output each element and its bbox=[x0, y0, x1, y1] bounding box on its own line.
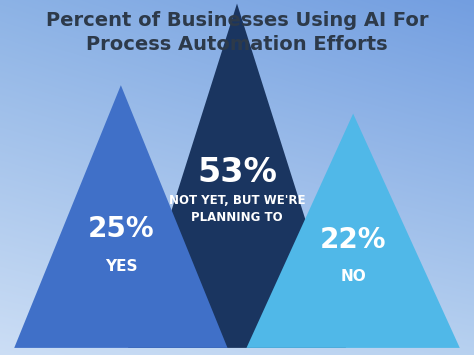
Text: 53%: 53% bbox=[197, 156, 277, 189]
Polygon shape bbox=[128, 4, 346, 348]
Text: NO: NO bbox=[340, 269, 366, 284]
Polygon shape bbox=[14, 85, 228, 348]
Text: 22%: 22% bbox=[320, 226, 386, 253]
Text: YES: YES bbox=[105, 259, 137, 274]
Polygon shape bbox=[246, 114, 460, 348]
Text: NOT YET, BUT WE'RE
PLANNING TO: NOT YET, BUT WE'RE PLANNING TO bbox=[169, 195, 305, 224]
Text: 25%: 25% bbox=[88, 215, 154, 243]
Text: Percent of Businesses Using AI For
Process Automation Efforts: Percent of Businesses Using AI For Proce… bbox=[46, 11, 428, 54]
